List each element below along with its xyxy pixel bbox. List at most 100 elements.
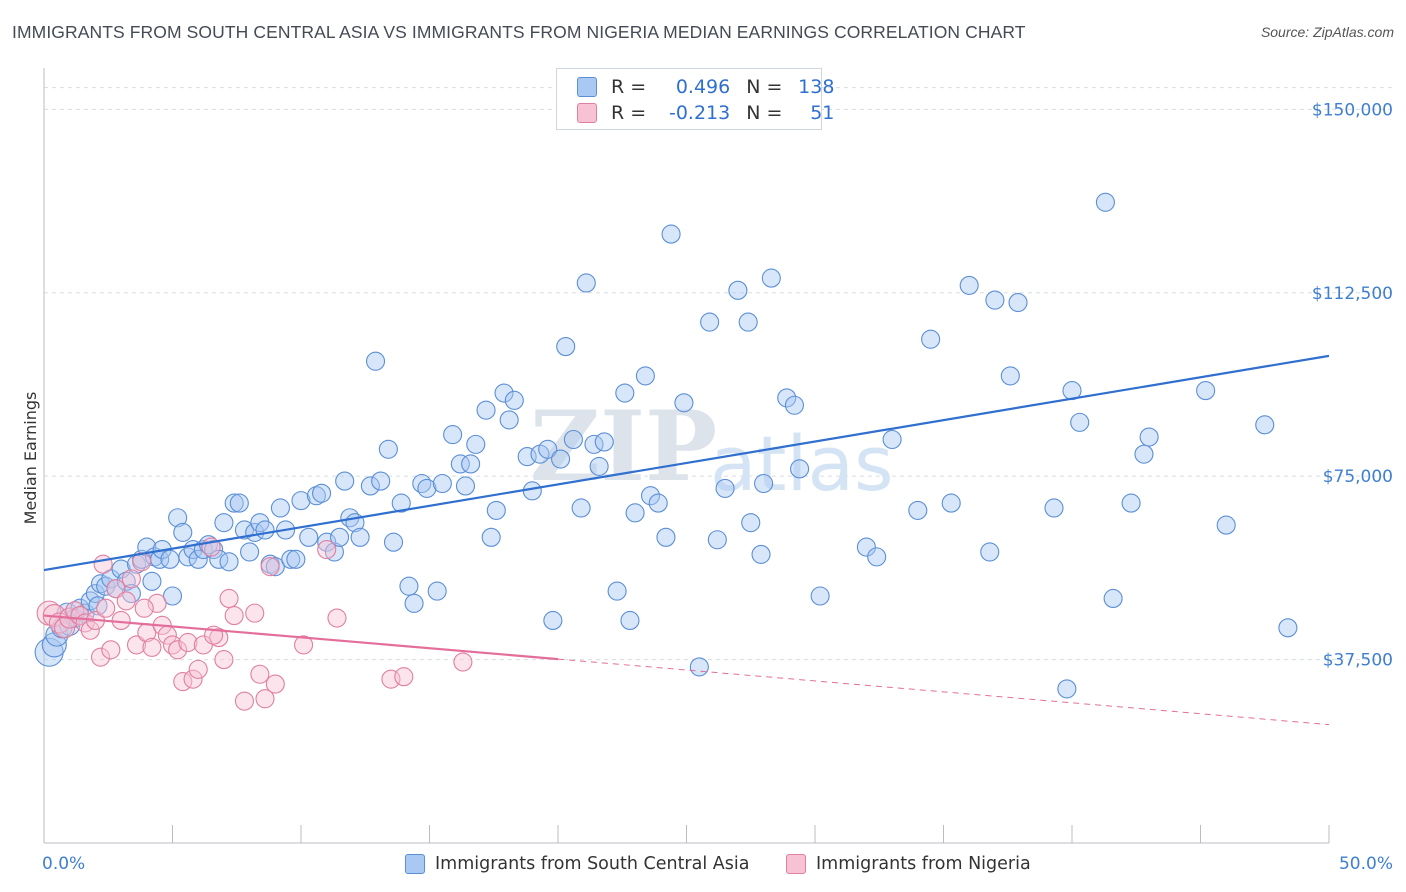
data-point-south-central-asia xyxy=(360,476,380,496)
data-point-south-central-asia xyxy=(142,571,162,591)
data-point-nigeria xyxy=(96,598,116,618)
data-point-nigeria xyxy=(168,640,188,660)
data-point-south-central-asia xyxy=(556,337,576,357)
bottom-legend-label-blue: Immigrants from South Central Asia xyxy=(435,854,750,874)
data-point-south-central-asia xyxy=(481,527,501,547)
data-point-south-central-asia xyxy=(1000,366,1020,386)
data-point-south-central-asia xyxy=(941,493,961,513)
data-point-south-central-asia xyxy=(219,552,239,572)
data-point-south-central-asia xyxy=(543,610,563,631)
legend-r-label: R = xyxy=(611,76,647,98)
data-point-south-central-asia xyxy=(270,498,290,518)
source-label: Source: ZipAtlas.com xyxy=(1260,24,1394,40)
data-point-south-central-asia xyxy=(312,483,332,503)
legend-swatch-pink xyxy=(577,103,597,123)
data-point-nigeria xyxy=(90,647,111,667)
data-point-south-central-asia xyxy=(450,454,470,474)
data-point-nigeria xyxy=(214,650,234,670)
trend-lines xyxy=(43,354,1330,726)
data-point-nigeria xyxy=(111,610,131,631)
data-point-south-central-asia xyxy=(335,471,355,491)
data-point-nigeria xyxy=(183,669,203,689)
data-point-south-central-asia xyxy=(576,273,596,293)
y-axis-label: Median Earnings xyxy=(21,392,40,525)
bottom-legend-label-pink: Immigrants from Nigeria xyxy=(816,854,1031,874)
data-point-south-central-asia xyxy=(173,522,193,542)
data-point-south-central-asia xyxy=(551,449,571,469)
data-point-south-central-asia xyxy=(383,532,404,552)
data-point-south-central-asia xyxy=(980,542,1000,562)
data-point-south-central-asia xyxy=(1008,292,1028,313)
data-point-nigeria xyxy=(245,603,265,623)
legend-r-value: -0.213 xyxy=(668,102,731,124)
data-point-south-central-asia xyxy=(594,432,614,452)
y-tick-label: $112,500 xyxy=(1312,284,1393,304)
data-point-south-central-asia xyxy=(317,532,337,552)
data-point-nigeria xyxy=(224,606,244,626)
trend-line-south-central-asia xyxy=(43,354,1330,572)
data-point-south-central-asia xyxy=(41,632,67,658)
data-point-south-central-asia xyxy=(1134,444,1154,464)
data-point-south-central-asia xyxy=(689,657,709,677)
data-point-south-central-asia xyxy=(777,388,797,408)
data-point-south-central-asia xyxy=(168,508,188,528)
data-point-south-central-asia xyxy=(499,410,519,430)
data-point-nigeria xyxy=(327,608,347,628)
data-point-nigeria xyxy=(147,593,167,613)
data-point-south-central-asia xyxy=(1216,515,1236,535)
data-point-south-central-asia xyxy=(1121,493,1141,513)
data-point-south-central-asia xyxy=(486,500,506,520)
data-point-south-central-asia xyxy=(111,559,131,579)
data-point-south-central-asia xyxy=(1070,412,1090,432)
data-point-nigeria xyxy=(126,635,147,655)
chart-title: IMMIGRANTS FROM SOUTH CENTRAL ASIA VS IM… xyxy=(12,22,1026,42)
bottom-legend-pink: Immigrants from Nigeria xyxy=(786,851,1031,877)
data-point-south-central-asia xyxy=(378,439,398,459)
data-point-south-central-asia xyxy=(985,290,1005,310)
data-point-nigeria xyxy=(93,554,113,574)
data-point-south-central-asia xyxy=(404,593,424,613)
data-point-south-central-asia xyxy=(751,544,771,564)
data-point-south-central-asia xyxy=(240,542,260,562)
data-point-south-central-asia xyxy=(432,473,452,494)
data-point-south-central-asia xyxy=(494,383,514,403)
legend-row-blue: R = 0.496 N = 138 xyxy=(577,75,834,99)
data-point-south-central-asia xyxy=(700,312,720,332)
tick-labels: $37,500 $75,000 $112,500 $150,000 0.0% 50.0% xyxy=(42,100,1393,874)
data-point-south-central-asia xyxy=(160,549,180,569)
data-point-nigeria xyxy=(134,598,154,618)
data-point-south-central-asia xyxy=(1278,618,1298,638)
legend-r-label: R = xyxy=(611,102,647,124)
data-point-south-central-asia xyxy=(265,557,285,577)
data-point-nigeria xyxy=(294,635,314,655)
data-point-south-central-asia xyxy=(255,520,275,540)
y-tick-label: $150,000 xyxy=(1312,100,1393,120)
data-point-south-central-asia xyxy=(188,549,208,569)
data-point-south-central-asia xyxy=(571,498,591,518)
data-point-south-central-asia xyxy=(204,539,224,560)
data-point-nigeria xyxy=(260,557,280,577)
data-point-nigeria xyxy=(255,689,275,709)
data-point-south-central-asia xyxy=(715,478,735,498)
legend-n-value: 51 xyxy=(810,102,835,124)
data-point-south-central-asia xyxy=(90,574,111,594)
data-point-nigeria xyxy=(101,640,121,660)
data-point-south-central-asia xyxy=(1255,415,1275,435)
data-point-south-central-asia xyxy=(522,481,542,501)
data-point-south-central-asia xyxy=(1057,679,1077,699)
data-point-south-central-asia xyxy=(761,268,781,288)
data-point-south-central-asia xyxy=(661,224,681,244)
data-point-south-central-asia xyxy=(959,275,979,295)
data-point-nigeria xyxy=(193,635,213,655)
data-point-nigeria xyxy=(209,628,229,648)
data-point-south-central-asia xyxy=(1095,192,1115,212)
data-point-nigeria xyxy=(234,691,255,711)
legend-row-pink: R = -0.213 N = 51 xyxy=(577,101,834,125)
data-point-south-central-asia xyxy=(443,425,463,445)
data-point-nigeria xyxy=(142,637,162,657)
data-point-south-central-asia xyxy=(635,366,655,386)
legend-n-value: 138 xyxy=(798,76,835,98)
axes xyxy=(43,68,1330,844)
data-point-south-central-asia xyxy=(1103,588,1123,608)
data-point-south-central-asia xyxy=(88,596,108,616)
